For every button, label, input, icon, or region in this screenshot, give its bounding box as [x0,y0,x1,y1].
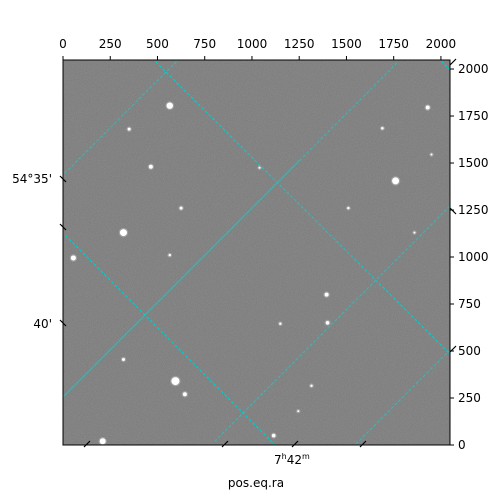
world-tick [59,175,67,183]
star [347,206,350,210]
star [258,166,261,169]
grid-line [63,62,398,398]
x-axis-top: 0 250 500 750 1000 1250 1500 1750 2000 [59,37,456,60]
x-tick-label: 1750 [378,37,409,51]
star [166,102,173,109]
star [179,206,183,210]
grid-line [214,205,450,442]
x-tick-label: 1250 [284,37,315,51]
star [99,438,106,445]
world-tick [59,223,67,231]
y-tick-label: 1250 [458,203,489,217]
x-tick-label: 1500 [331,37,362,51]
ra-minutes-sup: m [302,452,310,461]
coordinate-grid [63,60,450,445]
star [119,229,127,237]
y-tick-label: 1750 [458,109,489,123]
star [127,127,131,131]
world-coordinate-ticks [59,58,457,448]
star [171,377,180,386]
y-tick-label: 250 [458,391,481,405]
star [70,255,76,261]
world-tick [83,440,91,448]
star [392,177,400,185]
stars-layer [69,101,434,445]
x-tick-label: 1000 [237,37,268,51]
star [148,164,153,169]
star [425,105,430,110]
x-tick-label: 750 [193,37,216,51]
x-tick-label: 2000 [426,37,457,51]
ra-hours: 7 [274,453,282,467]
world-tick [221,440,229,448]
y-axis-right: 0 250 500 750 1000 1250 1500 1750 2000 [450,62,489,452]
plot-frame [62,59,451,446]
dec-tick-label: 40' [33,317,52,331]
star [121,357,125,361]
star [430,153,433,156]
world-tick [59,319,67,327]
y-tick-label: 1500 [458,156,489,170]
world-tick [449,58,457,66]
grid-line [63,60,179,176]
world-tick [449,207,457,215]
x-tick-label: 0 [59,37,67,51]
y-tick-label: 0 [458,438,466,452]
world-tick [291,440,299,448]
ra-tick-label: 7h42m [274,452,310,467]
y-tick-label: 500 [458,344,481,358]
image-noise [63,60,450,445]
ra-minutes: 42 [287,453,302,467]
star [381,126,384,130]
star [413,231,416,234]
world-tick [449,345,457,353]
grid-line [153,60,450,355]
star [168,253,171,257]
dec-tick-label: 54°35' [12,172,52,186]
grid-line [63,232,276,445]
star [182,392,187,397]
y-tick-label: 1000 [458,250,489,264]
image-area [63,60,450,445]
star [310,384,313,387]
y-tick-label: 750 [458,297,481,311]
world-tick [359,440,367,448]
y-tick-label: 2000 [458,62,489,76]
star [271,433,276,438]
star [297,410,300,413]
grid-line [354,349,450,445]
ra-hours-sup: h [282,452,287,461]
star [279,322,282,325]
x-tick-label: 250 [99,37,122,51]
x-axis-label: pos.eq.ra [228,476,284,490]
x-tick-label: 500 [146,37,169,51]
star [325,321,330,325]
star [324,292,329,297]
